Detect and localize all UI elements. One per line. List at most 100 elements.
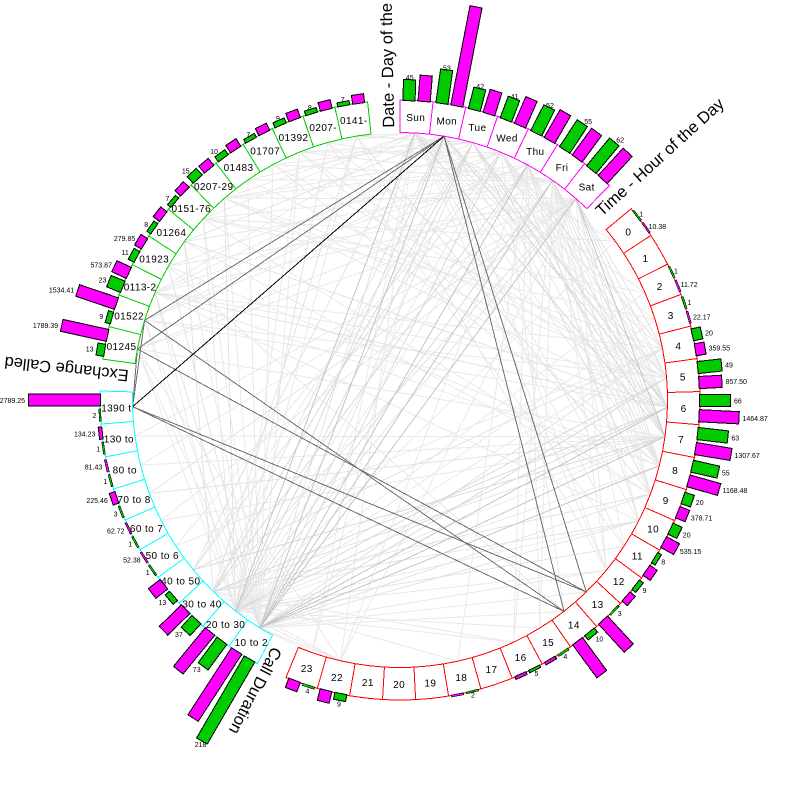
svg-text:8: 8 <box>144 222 148 229</box>
svg-text:4: 4 <box>563 654 567 661</box>
svg-text:41: 41 <box>511 94 519 101</box>
svg-text:Fri: Fri <box>556 163 569 174</box>
svg-text:10: 10 <box>647 525 659 536</box>
svg-text:4: 4 <box>675 342 681 353</box>
svg-text:7: 7 <box>678 435 684 446</box>
svg-text:1: 1 <box>643 254 649 265</box>
svg-text:5: 5 <box>534 671 538 678</box>
svg-text:01392: 01392 <box>279 133 309 144</box>
svg-text:10 to 2: 10 to 2 <box>235 638 268 649</box>
svg-text:20: 20 <box>705 330 713 337</box>
svg-text:218: 218 <box>195 742 207 749</box>
svg-text:7: 7 <box>165 196 169 203</box>
svg-text:2: 2 <box>92 413 96 420</box>
svg-text:1168.48: 1168.48 <box>723 488 748 495</box>
svg-text:Tue: Tue <box>468 123 486 134</box>
svg-text:52: 52 <box>546 103 554 110</box>
svg-text:8: 8 <box>661 560 665 567</box>
svg-text:1789.39: 1789.39 <box>33 323 58 330</box>
svg-text:55: 55 <box>584 119 592 126</box>
svg-text:1: 1 <box>639 212 643 219</box>
svg-text:0207-: 0207- <box>309 123 337 134</box>
svg-text:3: 3 <box>618 611 622 618</box>
svg-text:Wed: Wed <box>496 133 518 144</box>
svg-text:0151-76: 0151-76 <box>172 204 212 215</box>
svg-text:22: 22 <box>331 673 343 684</box>
svg-text:1: 1 <box>128 542 132 549</box>
svg-text:134.23: 134.23 <box>74 432 96 439</box>
svg-text:12: 12 <box>613 577 625 588</box>
svg-text:45: 45 <box>406 75 414 82</box>
svg-text:20: 20 <box>393 680 405 691</box>
svg-text:0113-2: 0113-2 <box>124 282 157 293</box>
svg-text:01707: 01707 <box>250 147 280 158</box>
svg-text:0: 0 <box>625 228 631 239</box>
svg-text:11: 11 <box>632 552 643 563</box>
svg-text:23: 23 <box>301 664 313 675</box>
svg-text:10: 10 <box>596 637 604 644</box>
svg-text:378.71: 378.71 <box>691 516 713 523</box>
svg-text:21: 21 <box>362 678 374 689</box>
svg-text:13: 13 <box>159 600 167 607</box>
svg-text:15: 15 <box>182 168 190 175</box>
svg-text:49: 49 <box>725 363 733 370</box>
svg-text:13: 13 <box>592 600 604 611</box>
svg-text:13: 13 <box>86 347 94 354</box>
svg-text:359.55: 359.55 <box>709 346 731 353</box>
svg-text:535.15: 535.15 <box>680 549 702 556</box>
svg-text:1464.87: 1464.87 <box>743 416 768 423</box>
svg-text:1307.67: 1307.67 <box>735 453 760 460</box>
svg-text:15: 15 <box>542 638 554 649</box>
svg-text:Sat: Sat <box>579 183 595 194</box>
svg-text:2: 2 <box>471 693 475 700</box>
svg-text:01264: 01264 <box>156 228 186 239</box>
svg-text:9: 9 <box>276 116 280 123</box>
svg-text:0141-: 0141- <box>340 116 368 127</box>
svg-text:5: 5 <box>680 373 686 384</box>
svg-text:01483: 01483 <box>224 163 254 174</box>
svg-text:60 to 7: 60 to 7 <box>130 524 163 535</box>
svg-text:30 to 40: 30 to 40 <box>182 599 221 610</box>
svg-text:10.38: 10.38 <box>649 224 667 231</box>
svg-text:4: 4 <box>305 688 309 695</box>
svg-text:73: 73 <box>193 667 201 674</box>
svg-text:9: 9 <box>643 588 647 595</box>
svg-text:573.87: 573.87 <box>90 263 112 270</box>
svg-text:16: 16 <box>515 653 527 664</box>
svg-text:80 to: 80 to <box>113 465 137 476</box>
svg-text:7: 7 <box>341 97 345 104</box>
svg-text:9: 9 <box>99 314 103 321</box>
svg-text:8: 8 <box>672 466 678 477</box>
svg-text:7: 7 <box>246 132 250 139</box>
svg-text:Thu: Thu <box>526 147 544 158</box>
svg-text:10: 10 <box>210 149 218 156</box>
svg-text:11: 11 <box>122 250 129 257</box>
svg-text:8: 8 <box>308 105 312 112</box>
svg-text:130 to: 130 to <box>104 435 134 446</box>
svg-text:1534.41: 1534.41 <box>49 288 74 295</box>
svg-text:62: 62 <box>616 138 624 145</box>
svg-text:1: 1 <box>674 268 678 275</box>
svg-text:01923: 01923 <box>139 254 169 265</box>
svg-text:3: 3 <box>114 512 118 519</box>
svg-text:3: 3 <box>668 311 674 322</box>
svg-text:20: 20 <box>696 500 704 507</box>
svg-text:42: 42 <box>476 84 484 91</box>
svg-text:2: 2 <box>657 282 663 293</box>
svg-text:62.72: 62.72 <box>107 528 125 535</box>
svg-text:01522: 01522 <box>114 312 144 323</box>
svg-text:9: 9 <box>663 496 669 507</box>
svg-text:1: 1 <box>146 570 150 577</box>
svg-text:20: 20 <box>683 533 691 540</box>
svg-text:11.72: 11.72 <box>681 282 698 289</box>
svg-text:63: 63 <box>731 435 739 442</box>
svg-text:17: 17 <box>486 665 498 676</box>
svg-text:81.43: 81.43 <box>85 465 103 472</box>
svg-text:37: 37 <box>175 632 183 639</box>
svg-text:9: 9 <box>337 701 341 708</box>
svg-text:1390 t: 1390 t <box>101 403 131 414</box>
svg-text:1: 1 <box>103 479 107 486</box>
svg-text:01245: 01245 <box>107 342 137 353</box>
svg-text:23: 23 <box>99 278 107 285</box>
svg-text:50 to 6: 50 to 6 <box>146 551 179 562</box>
